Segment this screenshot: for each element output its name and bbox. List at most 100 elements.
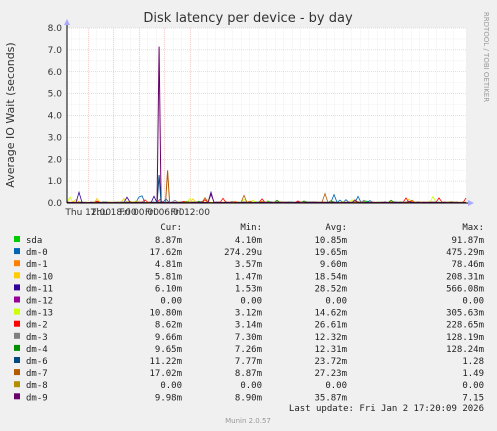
legend-value: 475.29m: [446, 248, 484, 258]
legend-value: 1.53m: [235, 284, 262, 294]
legend-value: 11.22m: [149, 357, 182, 367]
legend-value: 0.00: [160, 297, 182, 307]
legend-swatch: [14, 381, 20, 388]
legend-value: 1.28: [462, 357, 484, 367]
legend-swatch: [14, 308, 20, 315]
legend-value: 1.49: [462, 369, 484, 379]
y-tick-label: 1.0: [48, 177, 63, 187]
legend-value: 35.87m: [314, 393, 347, 403]
legend-value: 23.72m: [314, 357, 347, 367]
legend-value: 7.30m: [235, 333, 262, 343]
legend-swatch: [14, 369, 20, 376]
legend-value: 10.80m: [149, 309, 182, 319]
last-update: Last update: Fri Jan 2 17:20:09 2026: [289, 404, 484, 414]
legend-value: 5.81m: [155, 272, 182, 282]
y-axis-label: Average IO Wait (seconds): [4, 42, 17, 187]
legend-value: 3.12m: [235, 309, 262, 319]
legend-value: 3.57m: [235, 260, 262, 270]
x-axis-arrow: [468, 200, 474, 206]
legend-value: 26.61m: [314, 321, 347, 331]
legend-value: 9.66m: [155, 333, 182, 343]
legend-value: 0.00: [325, 381, 347, 391]
y-axis-arrow: [64, 19, 70, 25]
grid: [67, 27, 466, 204]
legend-value: 17.62m: [149, 248, 182, 258]
legend-value: 208.31m: [446, 272, 484, 282]
legend-name: dm-8: [26, 381, 48, 391]
legend-header: Avg:: [325, 223, 347, 233]
legend-value: 6.10m: [155, 284, 182, 294]
y-tick-label: 4.0: [48, 112, 63, 122]
legend-value: 17.02m: [149, 369, 182, 379]
legend-header: Cur:: [160, 223, 182, 233]
x-tick-label: Thu 12:00: [64, 208, 111, 218]
legend-name: dm-4: [26, 345, 48, 355]
legend-swatch: [14, 248, 20, 255]
legend-value: 0.00: [160, 381, 182, 391]
legend-value: 8.87m: [155, 236, 182, 246]
y-tick-label: 3.0: [48, 133, 63, 143]
legend-swatch: [14, 393, 20, 400]
rrdtool-credit: RRDTOOL / TOBI OETIKER: [482, 12, 490, 102]
legend-value: 0.00: [325, 297, 347, 307]
legend-value: 8.62m: [155, 321, 182, 331]
legend-value: 0.00: [240, 297, 262, 307]
series-line-dm-9: [66, 193, 467, 204]
y-tick-label: 0.0: [48, 199, 63, 209]
legend-header: Max:: [462, 223, 484, 233]
legend-value: 8.90m: [235, 393, 262, 403]
x-tick-label: Fri 06:00: [145, 208, 185, 218]
legend-name: dm-11: [26, 284, 53, 294]
legend-name: dm-13: [26, 309, 53, 319]
legend-name: dm-7: [26, 369, 48, 379]
legend-name: dm-12: [26, 297, 53, 307]
legend-value: 0.00: [462, 297, 484, 307]
legend-value: 3.14m: [235, 321, 262, 331]
y-tick-label: 8.0: [48, 24, 63, 34]
legend-value: 28.52m: [314, 284, 347, 294]
series-peak-dm-7: [165, 170, 171, 203]
legend-swatch: [14, 296, 20, 303]
y-tick-label: 6.0: [48, 68, 63, 78]
x-tick-label: Fri 12:00: [170, 208, 210, 218]
legend-name: dm-2: [26, 321, 48, 331]
legend-value: 9.65m: [155, 345, 182, 355]
y-tick-label: 5.0: [48, 90, 63, 100]
munin-version: Munin 2.0.57: [225, 417, 271, 425]
legend-value: 128.24m: [446, 345, 484, 355]
x-tick-label: Fri 00:00: [119, 208, 159, 218]
legend-swatch: [14, 320, 20, 327]
legend-swatch: [14, 284, 20, 291]
legend-value: 305.63m: [446, 309, 484, 319]
legend-name: dm-0: [26, 248, 48, 258]
legend-value: 0.00: [462, 381, 484, 391]
legend: Cur: Min: Avg: Max: sda 8.87m 4.10m 10.85m 91.87…: [14, 223, 484, 403]
legend-value: 274.29u: [224, 248, 262, 258]
legend-swatch: [14, 272, 20, 279]
legend-value: 4.81m: [155, 260, 182, 270]
y-tick-label: 7.0: [48, 46, 63, 56]
legend-value: 78.46m: [451, 260, 484, 270]
legend-swatch: [14, 236, 20, 242]
legend-name: dm-6: [26, 357, 48, 367]
legend-value: 9.98m: [155, 393, 182, 403]
legend-value: 10.85m: [314, 236, 347, 246]
legend-name: dm-1: [26, 260, 48, 270]
legend-value: 7.77m: [235, 357, 262, 367]
legend-value: 0.00: [240, 381, 262, 391]
legend-name: sda: [26, 236, 42, 246]
chart-title: Disk latency per device - by day: [143, 11, 353, 26]
legend-swatch: [14, 332, 20, 339]
series-peak-dm-6: [156, 174, 162, 203]
legend-value: 7.26m: [235, 345, 262, 355]
legend-swatch: [14, 260, 20, 267]
legend-value: 9.60m: [320, 260, 347, 270]
legend-name: dm-10: [26, 272, 53, 282]
legend-value: 14.62m: [314, 309, 347, 319]
x-tick-label: Thu 18:00: [90, 208, 137, 218]
legend-value: 12.31m: [314, 345, 347, 355]
legend-swatch: [14, 357, 20, 363]
legend-name: dm-3: [26, 333, 48, 343]
legend-value: 91.87m: [451, 236, 484, 246]
legend-header: Min:: [240, 223, 262, 233]
